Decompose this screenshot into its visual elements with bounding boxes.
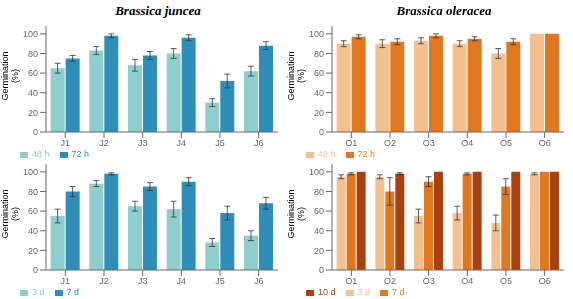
svg-text:O3: O3 (423, 276, 435, 286)
svg-text:O4: O4 (461, 276, 473, 286)
svg-text:20: 20 (28, 108, 38, 118)
html-text:48 h: 48 h (318, 149, 336, 159)
html-text:Brassica oleracea: Brassica oleracea (396, 3, 492, 18)
svg-text:100: 100 (309, 167, 324, 177)
svg-text:60: 60 (28, 206, 38, 216)
svg-text:J2: J2 (99, 276, 109, 286)
svg-text:O2: O2 (384, 138, 396, 148)
svg-text:0: 0 (319, 127, 324, 137)
svg-text:O6: O6 (539, 276, 551, 286)
svg-text:O2: O2 (384, 276, 396, 286)
html-text:48 h: 48 h (32, 149, 50, 159)
svg-text:100: 100 (23, 29, 38, 39)
svg-text:O1: O1 (345, 138, 357, 148)
svg-text:60: 60 (28, 68, 38, 78)
html-text:3 d: 3 d (357, 287, 370, 297)
svg-text:J3: J3 (138, 138, 148, 148)
svg-text:J1: J1 (61, 138, 71, 148)
svg-text:40: 40 (314, 226, 324, 236)
svg-text:O4: O4 (461, 138, 473, 148)
svg-text:O5: O5 (500, 138, 512, 148)
svg-text:J5: J5 (215, 276, 225, 286)
svg-text:20: 20 (314, 108, 324, 118)
svg-text:80: 80 (28, 49, 38, 59)
svg-text:J6: J6 (254, 276, 264, 286)
svg-text:J4: J4 (177, 138, 187, 148)
svg-text:0: 0 (319, 265, 324, 275)
svg-text:60: 60 (314, 206, 324, 216)
html-text:Brassica juncea: Brassica juncea (115, 3, 201, 18)
svg-text:O3: O3 (423, 138, 435, 148)
svg-text:O1: O1 (345, 276, 357, 286)
html-text:Germination (%): Germination (%) (286, 51, 306, 101)
svg-text:O6: O6 (539, 138, 551, 148)
svg-text:O5: O5 (500, 276, 512, 286)
svg-text:20: 20 (28, 246, 38, 256)
svg-text:J2: J2 (99, 138, 109, 148)
svg-text:0: 0 (33, 265, 38, 275)
svg-text:40: 40 (28, 88, 38, 98)
svg-text:J6: J6 (254, 138, 264, 148)
svg-text:60: 60 (314, 68, 324, 78)
html-text:72 h: 72 h (71, 149, 90, 159)
svg-text:J1: J1 (61, 276, 71, 286)
svg-text:40: 40 (314, 88, 324, 98)
svg-text:20: 20 (314, 246, 324, 256)
html-text:Germination (%): Germination (%) (286, 189, 306, 239)
svg-text:40: 40 (28, 226, 38, 236)
html-text:10 d: 10 d (318, 287, 336, 297)
svg-text:80: 80 (28, 187, 38, 197)
svg-text:80: 80 (314, 187, 324, 197)
html-text:7 d: 7 d (392, 287, 405, 297)
svg-text:J5: J5 (215, 138, 225, 148)
html-text:3 d: 3 d (32, 287, 45, 297)
svg-text:J3: J3 (138, 276, 148, 286)
html-text:Germination (%): Germination (%) (0, 189, 20, 239)
html-text:72 h: 72 h (357, 149, 376, 159)
html-text:7 d: 7 d (66, 287, 79, 297)
svg-text:0: 0 (33, 127, 38, 137)
svg-text:100: 100 (309, 29, 324, 39)
svg-text:J4: J4 (177, 276, 187, 286)
svg-text:100: 100 (23, 167, 38, 177)
svg-text:80: 80 (314, 49, 324, 59)
html-text:Germination (%): Germination (%) (0, 51, 20, 101)
